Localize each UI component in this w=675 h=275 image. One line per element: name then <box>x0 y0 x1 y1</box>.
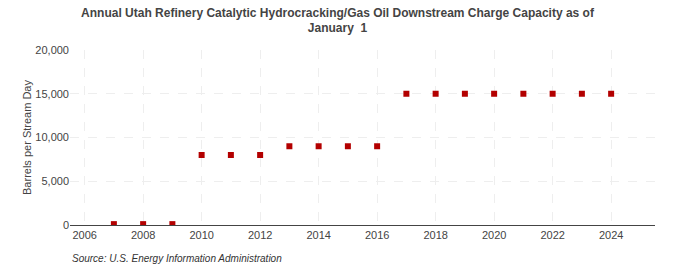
svg-text:2024: 2024 <box>599 229 623 241</box>
svg-text:0: 0 <box>63 219 69 231</box>
svg-text:Barrels per Stream Day: Barrels per Stream Day <box>21 80 33 195</box>
svg-text:Annual Utah Refinery Catalytic: Annual Utah Refinery Catalytic Hydrocrac… <box>81 6 595 36</box>
svg-text:15,000: 15,000 <box>35 88 69 100</box>
svg-text:2016: 2016 <box>365 229 389 241</box>
svg-text:2008: 2008 <box>131 229 155 241</box>
svg-text:2010: 2010 <box>189 229 213 241</box>
svg-text:5,000: 5,000 <box>41 175 69 187</box>
svg-text:2006: 2006 <box>72 229 96 241</box>
svg-text:10,000: 10,000 <box>35 131 69 143</box>
svg-text:Source: U.S. Energy Informatio: Source: U.S. Energy Information Administ… <box>72 253 282 264</box>
svg-text:2018: 2018 <box>423 229 447 241</box>
svg-text:2012: 2012 <box>248 229 272 241</box>
svg-text:2020: 2020 <box>482 229 506 241</box>
svg-text:2014: 2014 <box>306 229 330 241</box>
svg-text:2022: 2022 <box>540 229 564 241</box>
svg-text:20,000: 20,000 <box>35 44 69 56</box>
